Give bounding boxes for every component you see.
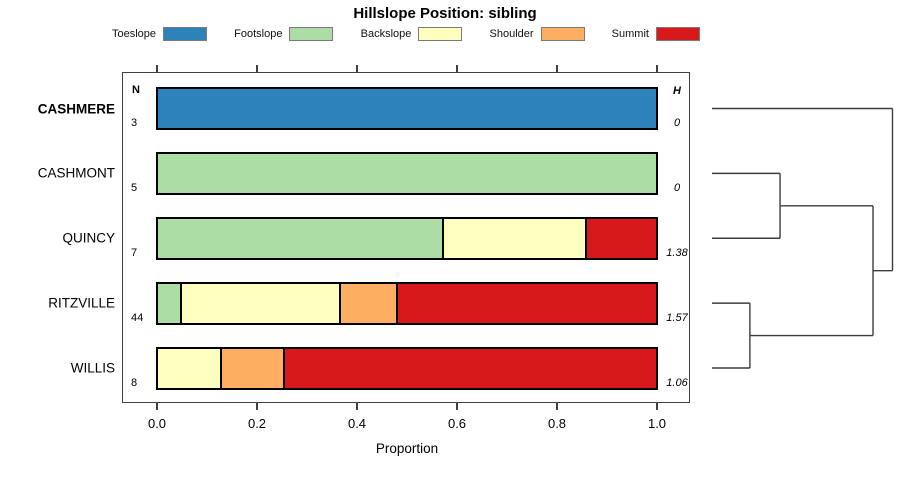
bar-segment-footslope (158, 283, 181, 323)
axis-tick-top (256, 65, 258, 72)
row-label-cashmont: CASHMONT (37, 165, 115, 181)
bar-segment-summit (584, 218, 656, 258)
axis-tick-bottom (656, 403, 658, 410)
axis-tick-label: 1.0 (647, 416, 667, 431)
legend-item-summit: Summit (612, 27, 700, 41)
legend-item-backslope: Backslope (361, 27, 463, 41)
axis-tick-bottom (356, 403, 358, 410)
axis-tick-bottom (156, 403, 158, 410)
x-axis-label: Proportion (375, 441, 439, 456)
axis-tick-label: 0.0 (147, 416, 167, 431)
bar-cashmont (156, 151, 658, 195)
bar-segment-summit (395, 283, 656, 323)
bar-segment-footslope (158, 153, 656, 193)
legend-label: Footslope (234, 28, 283, 40)
legend-label: Backslope (360, 28, 412, 40)
axis-tick-label: 0.6 (447, 416, 467, 431)
bar-cashmere (156, 87, 658, 130)
bar-segment-shoulder (220, 348, 283, 388)
bar-segment-shoulder (338, 283, 396, 323)
bar-willis (156, 346, 658, 390)
legend-label: Summit (611, 28, 649, 40)
h-value: 1.57 (666, 311, 688, 324)
h-column-header: H (673, 85, 681, 97)
bar-segment-backslope (158, 348, 221, 388)
h-value: 1.06 (666, 376, 688, 389)
bar-segment-backslope (180, 283, 339, 323)
n-value: 7 (131, 246, 138, 259)
bar-quincy (156, 216, 658, 260)
bar-segment-footslope (158, 218, 443, 258)
legend-item-footslope: Footslope (234, 27, 334, 41)
legend-item-shoulder: Shoulder (490, 27, 585, 41)
axis-tick-top (556, 65, 558, 72)
axis-tick-bottom (556, 403, 558, 410)
axis-tick-label: 0.4 (347, 416, 367, 431)
legend-swatch-footslope (289, 27, 334, 41)
axis-tick-top (456, 65, 458, 72)
legend-swatch-toeslope (163, 27, 208, 41)
chart-title: Hillslope Position: sibling (353, 5, 537, 22)
bar-segment-backslope (442, 218, 585, 258)
legend-item-toeslope: Toeslope (112, 27, 208, 41)
h-value: 0 (673, 181, 681, 194)
n-value: 8 (131, 376, 138, 389)
bar-segment-toeslope (158, 89, 656, 128)
n-value: 5 (131, 181, 138, 194)
row-label-willis: WILLIS (70, 360, 115, 376)
axis-tick-label: 0.8 (547, 416, 567, 431)
h-value: 1.38 (666, 246, 688, 259)
bar-segment-summit (282, 348, 656, 388)
legend-label: Toeslope (112, 28, 157, 40)
legend-swatch-backslope (418, 27, 463, 41)
axis-tick-label: 0.2 (247, 416, 267, 431)
row-label-cashmere: CASHMERE (37, 101, 115, 116)
n-value: 3 (131, 117, 138, 129)
axis-tick-bottom (256, 403, 258, 410)
legend-swatch-summit (655, 27, 700, 41)
axis-tick-bottom (456, 403, 458, 410)
row-label-ritzville: RITZVILLE (48, 295, 115, 311)
legend: Toeslope Footslope Backslope Shoulder Summit (112, 26, 700, 42)
legend-swatch-shoulder (540, 27, 585, 41)
axis-tick-top (356, 65, 358, 72)
axis-tick-top (156, 65, 158, 72)
h-value: 0 (673, 117, 681, 129)
row-label-quincy: QUINCY (62, 230, 115, 246)
bar-ritzville (156, 281, 658, 325)
legend-label: Shoulder (489, 28, 534, 40)
n-column-header: N (132, 84, 140, 96)
axis-tick-top (656, 65, 658, 72)
n-value: 44 (131, 311, 144, 324)
